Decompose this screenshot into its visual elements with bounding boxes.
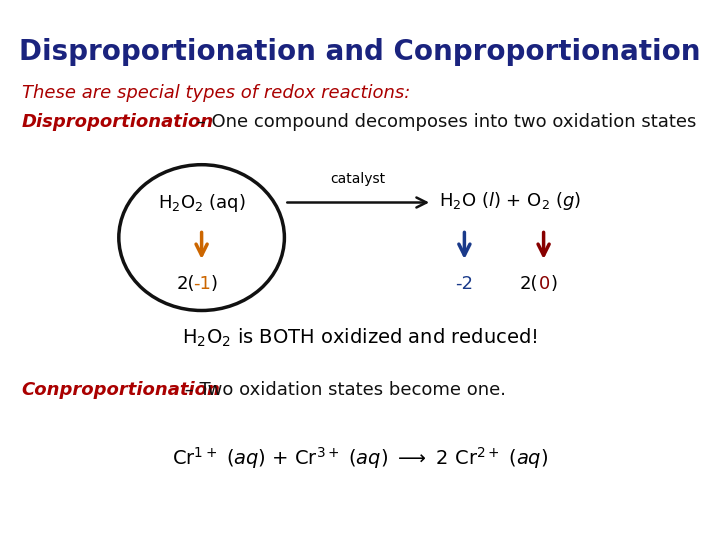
Text: Disproportionation: Disproportionation xyxy=(22,113,214,131)
Text: H$_2$O ($l$) + O$_2$ ($g$): H$_2$O ($l$) + O$_2$ ($g$) xyxy=(439,190,581,212)
Text: These are special types of redox reactions:: These are special types of redox reactio… xyxy=(22,84,410,102)
Text: ): ) xyxy=(210,275,217,293)
Text: 2(: 2( xyxy=(176,275,195,293)
Text: catalyst: catalyst xyxy=(330,172,385,186)
Text: Disproportionation and Conproportionation: Disproportionation and Conproportionatio… xyxy=(19,38,701,66)
Text: H$_2$O$_2$ is BOTH oxidized and reduced!: H$_2$O$_2$ is BOTH oxidized and reduced! xyxy=(182,327,538,349)
Text: ): ) xyxy=(550,275,557,293)
Text: H$_2$O$_2$ (aq): H$_2$O$_2$ (aq) xyxy=(158,192,246,213)
Text: Cr$^{1+}$ ($aq$) + Cr$^{3+}$ ($aq$) $\longrightarrow$ 2 Cr$^{2+}$ ($aq$): Cr$^{1+}$ ($aq$) + Cr$^{3+}$ ($aq$) $\lo… xyxy=(172,446,548,471)
Text: – Two oxidation states become one.: – Two oxidation states become one. xyxy=(179,381,505,399)
Text: -2: -2 xyxy=(456,275,474,293)
Text: 0: 0 xyxy=(539,275,550,293)
Text: – One compound decomposes into two oxidation states: – One compound decomposes into two oxida… xyxy=(191,113,696,131)
Text: 2(: 2( xyxy=(520,275,539,293)
Text: -1: -1 xyxy=(193,275,211,293)
Text: Conproportionation: Conproportionation xyxy=(22,381,220,399)
